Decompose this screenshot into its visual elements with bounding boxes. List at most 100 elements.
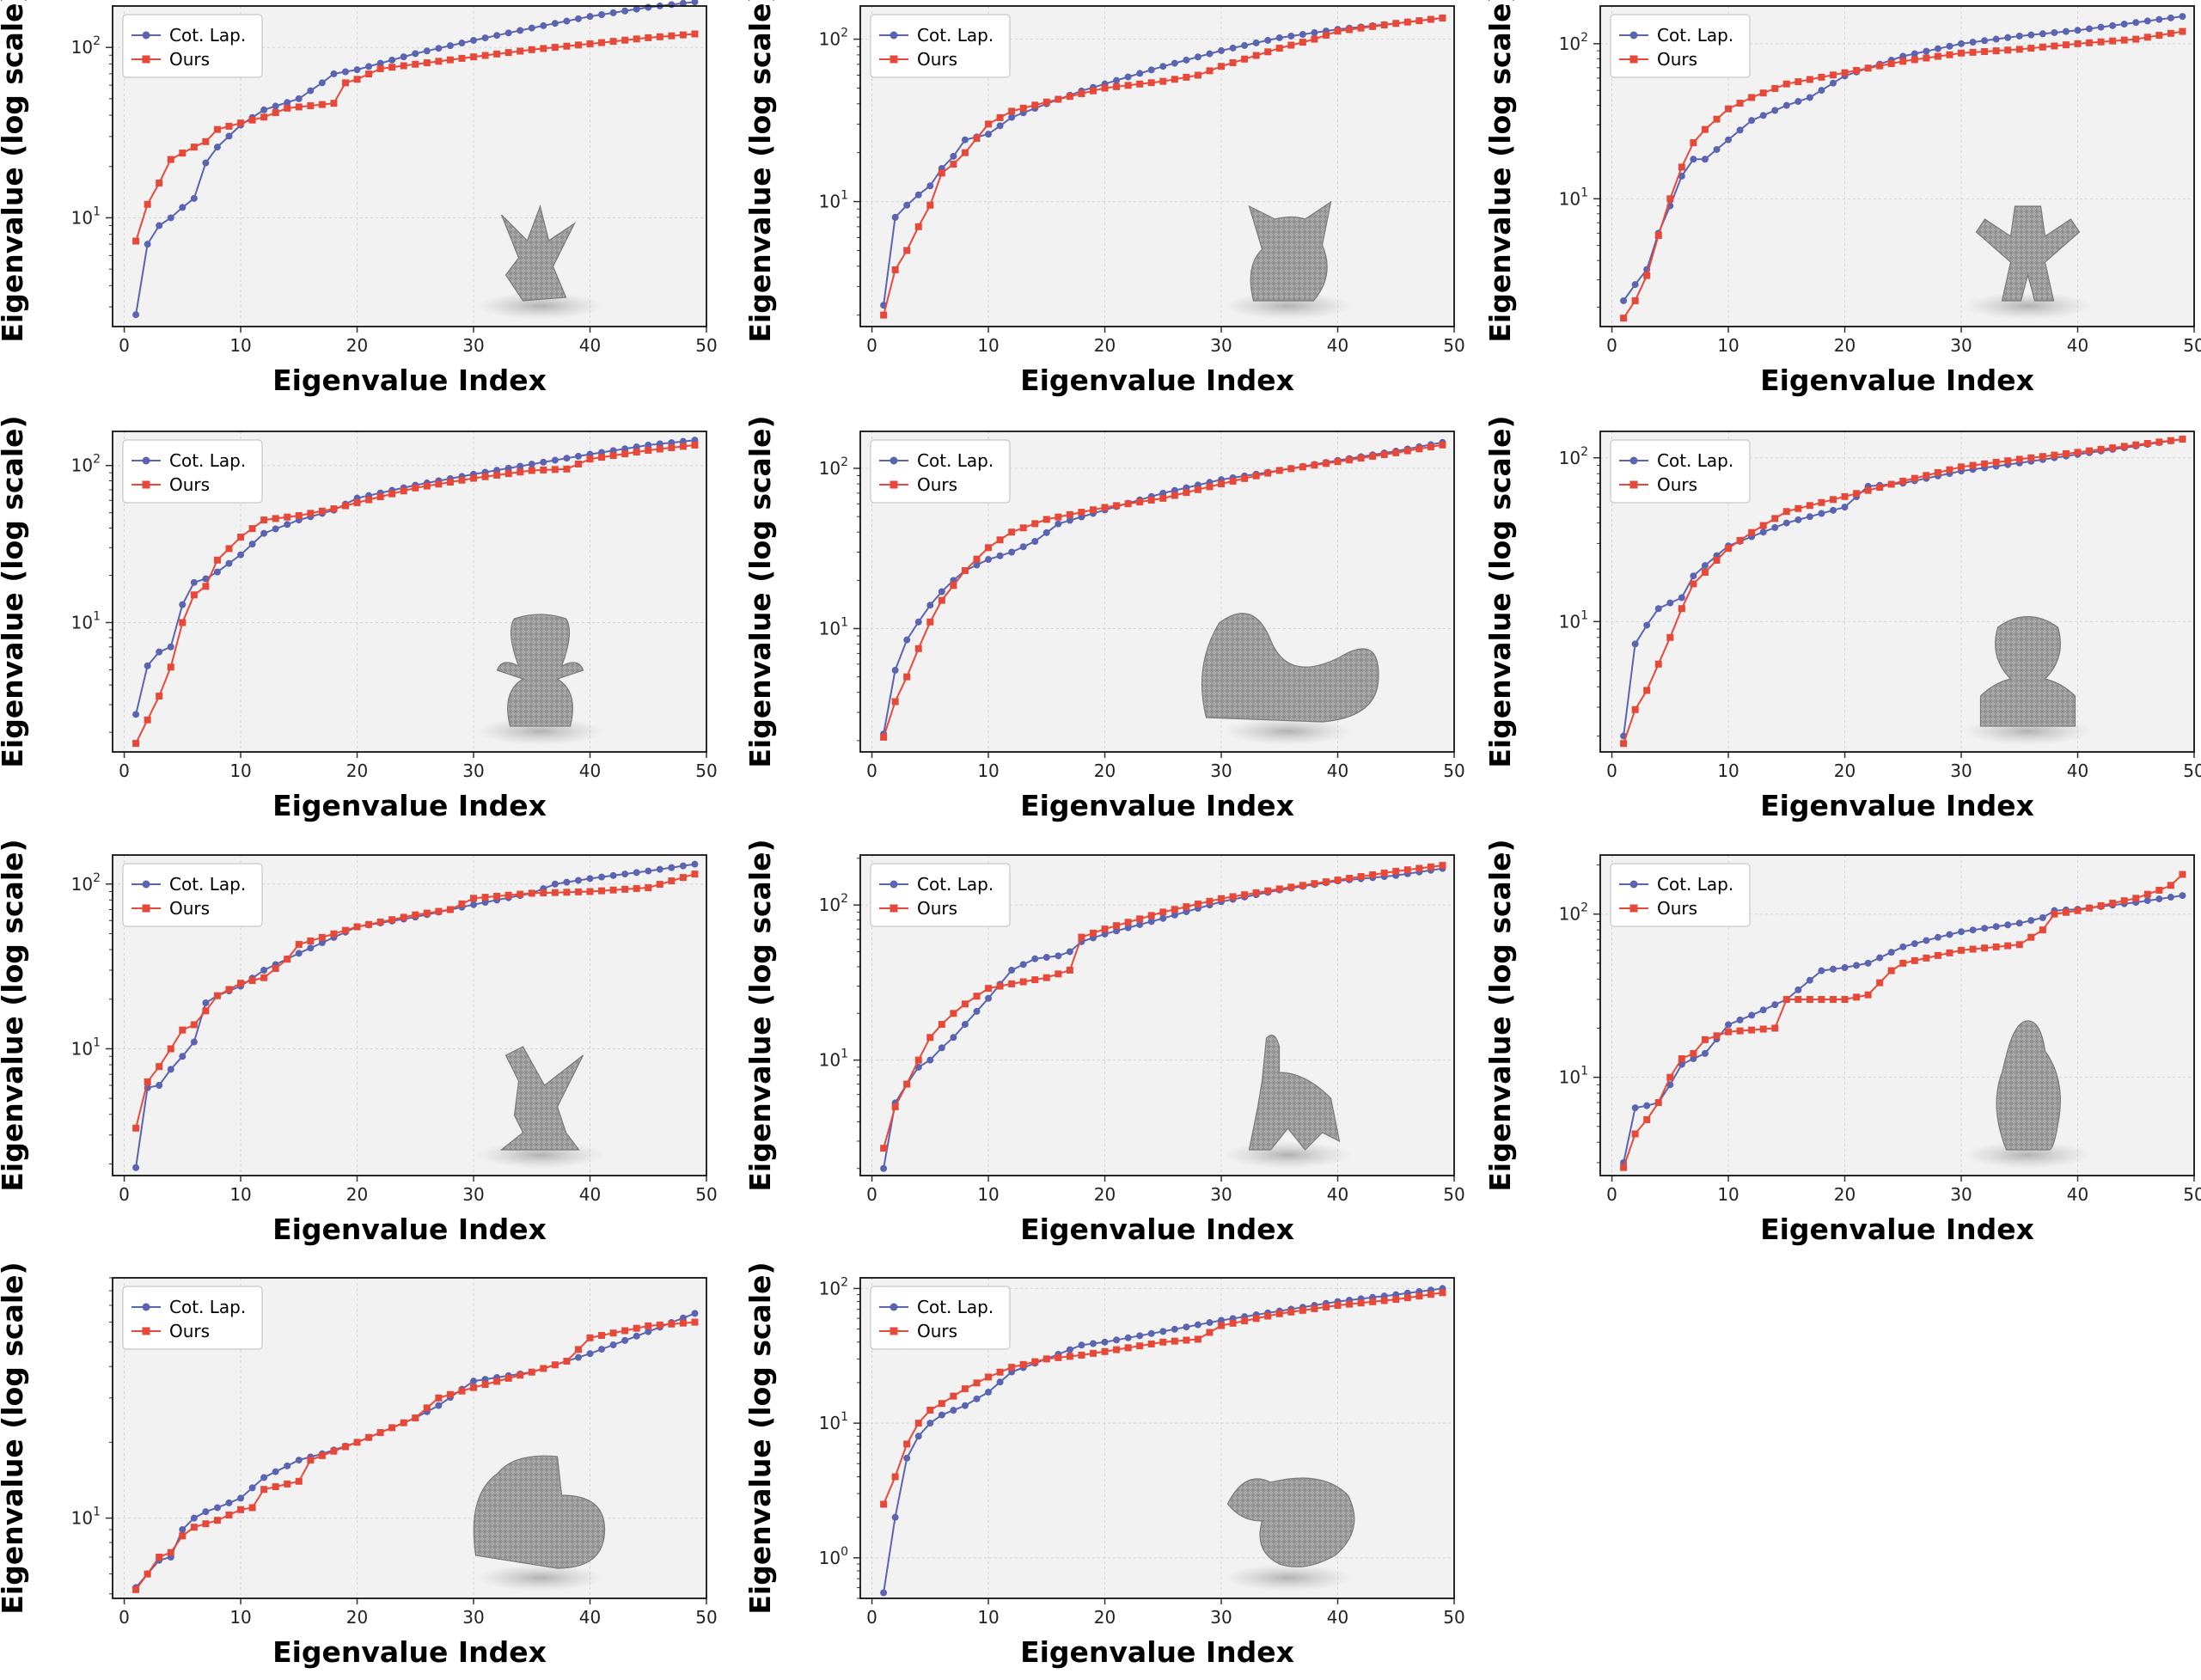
data-point-ours	[446, 479, 454, 486]
data-point-cot-lap	[517, 462, 524, 470]
data-point-cot-lap	[598, 873, 606, 881]
data-point-ours	[365, 920, 373, 928]
x-tick-label: 0	[119, 335, 130, 356]
data-point-cot-lap	[1113, 1336, 1121, 1344]
data-point-ours	[190, 1021, 198, 1029]
x-tick-label: 10	[977, 1184, 999, 1205]
chart-panel: 0 10 20 30 40 50 101 102 Cot. Lap. Ours Eigenvalue…	[1483, 415, 2201, 822]
data-point-ours	[1725, 545, 1733, 553]
data-point-ours	[668, 32, 676, 40]
data-point-ours	[260, 1486, 268, 1494]
data-point-ours	[551, 889, 559, 896]
data-point-cot-lap	[1229, 44, 1237, 52]
data-point-cot-lap	[926, 182, 934, 190]
data-point-ours	[1380, 450, 1388, 458]
legend-marker	[142, 480, 150, 489]
legend-marker	[142, 456, 150, 465]
data-point-cot-lap	[914, 191, 922, 199]
data-point-cot-lap	[225, 1499, 233, 1506]
x-tick-label: 50	[695, 1607, 717, 1628]
data-point-cot-lap	[1794, 986, 1802, 993]
data-point-ours	[2062, 908, 2070, 916]
data-point-ours	[1171, 76, 1178, 83]
data-point-ours	[470, 1384, 478, 1391]
data-point-cot-lap	[668, 864, 676, 871]
data-point-ours	[985, 985, 993, 993]
data-point-ours	[144, 1570, 151, 1578]
x-tick-label: 10	[1717, 335, 1739, 356]
data-point-ours	[891, 1473, 899, 1481]
data-point-ours	[1124, 500, 1132, 508]
data-point-cot-lap	[656, 865, 663, 873]
armadillo-mesh	[1975, 205, 2081, 302]
data-point-cot-lap	[1631, 1104, 1639, 1112]
x-tick-label: 50	[695, 335, 717, 356]
data-point-cot-lap	[190, 194, 198, 202]
data-point-ours	[2155, 32, 2163, 40]
y-axis-title: Eigenvalue (log scale)	[743, 1262, 777, 1614]
data-point-ours	[1666, 633, 1674, 641]
data-point-cot-lap	[1008, 966, 1016, 974]
mesh-illustration	[475, 204, 605, 320]
legend-marker	[890, 456, 898, 465]
data-point-ours	[1136, 80, 1144, 88]
data-point-ours	[586, 40, 594, 47]
data-point-cot-lap	[598, 1346, 606, 1353]
data-point-cot-lap	[551, 456, 559, 464]
data-point-cot-lap	[1958, 40, 1966, 47]
data-point-ours	[1124, 82, 1132, 89]
data-point-ours	[1042, 1355, 1050, 1363]
data-point-cot-lap	[1147, 918, 1155, 926]
data-point-cot-lap	[1264, 36, 1272, 44]
data-point-ours	[1969, 461, 1977, 469]
data-point-ours	[1078, 1351, 1085, 1359]
data-point-cot-lap	[691, 1310, 699, 1317]
data-point-cot-lap	[167, 643, 174, 651]
data-point-ours	[2074, 449, 2082, 456]
data-point-ours	[1019, 978, 1027, 986]
data-point-ours	[2097, 445, 2105, 453]
data-point-ours	[330, 100, 338, 107]
data-point-cot-lap	[996, 1378, 1004, 1386]
data-point-cot-lap	[1690, 1055, 1697, 1063]
data-point-ours	[295, 941, 303, 949]
data-point-cot-lap	[563, 455, 571, 462]
data-point-ours	[1958, 49, 1966, 57]
data-point-cot-lap	[2109, 21, 2117, 29]
data-point-ours	[1439, 14, 1446, 21]
data-point-cot-lap	[295, 950, 303, 957]
data-point-cot-lap	[1031, 955, 1039, 962]
data-point-ours	[880, 311, 888, 319]
data-point-ours	[1218, 895, 1226, 902]
legend-marker	[890, 480, 898, 489]
data-point-cot-lap	[1992, 35, 2000, 43]
data-point-cot-lap	[1183, 56, 1190, 64]
x-tick-label: 50	[2183, 761, 2201, 781]
x-tick-label: 20	[1834, 761, 1856, 781]
data-point-ours	[563, 1357, 571, 1365]
x-tick-label: 10	[1717, 761, 1739, 781]
data-point-ours	[307, 102, 315, 110]
data-point-cot-lap	[2074, 27, 2082, 34]
data-point-ours	[1275, 1310, 1283, 1317]
data-point-ours	[598, 454, 606, 461]
data-point-ours	[528, 1368, 535, 1376]
x-axis-title: Eigenvalue Index	[1020, 1635, 1294, 1669]
data-point-cot-lap	[1241, 41, 1249, 49]
x-tick-label: 20	[1094, 1607, 1116, 1628]
data-point-ours	[225, 1511, 233, 1518]
data-point-cot-lap	[1818, 967, 1825, 974]
data-point-ours	[1725, 105, 1733, 113]
data-point-cot-lap	[1818, 510, 1825, 517]
data-point-ours	[318, 1451, 326, 1459]
data-point-ours	[2039, 453, 2046, 461]
data-point-cot-lap	[1992, 923, 2000, 931]
x-tick-label: 0	[866, 1184, 877, 1205]
data-point-cot-lap	[891, 213, 899, 221]
data-point-ours	[1357, 24, 1365, 32]
data-point-ours	[1969, 48, 1977, 56]
data-point-ours	[1923, 954, 1930, 962]
data-point-ours	[213, 992, 221, 999]
data-point-ours	[284, 104, 291, 112]
plot-frame	[1599, 5, 2195, 327]
